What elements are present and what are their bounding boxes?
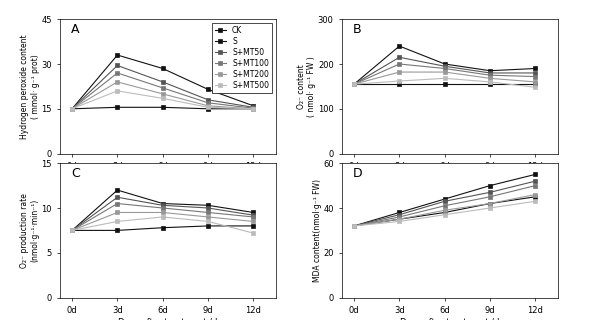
X-axis label: Days after treatment /d: Days after treatment /d xyxy=(400,318,500,320)
Y-axis label: Hydrogen peroxide content
( mmol· g⁻¹ prot): Hydrogen peroxide content ( mmol· g⁻¹ pr… xyxy=(20,34,40,139)
Text: B: B xyxy=(353,23,361,36)
Y-axis label: O₂⁻ production rate
(nmol·g⁻¹·min⁻¹): O₂⁻ production rate (nmol·g⁻¹·min⁻¹) xyxy=(20,193,40,268)
X-axis label: Days after treatment /d: Days after treatment /d xyxy=(400,174,500,183)
Text: C: C xyxy=(71,167,80,180)
Y-axis label: MDA content(nmol·g⁻¹ FW): MDA content(nmol·g⁻¹ FW) xyxy=(313,179,322,282)
Text: A: A xyxy=(71,23,79,36)
Y-axis label: O₂⁻ content
( nmol· g⁻¹ FW ): O₂⁻ content ( nmol· g⁻¹ FW ) xyxy=(297,56,316,117)
X-axis label: Days after treatment /d: Days after treatment /d xyxy=(118,174,218,183)
Text: D: D xyxy=(353,167,362,180)
Legend: CK, S, S+MT50, S+MT100, S+MT200, S+MT500: CK, S, S+MT50, S+MT100, S+MT200, S+MT500 xyxy=(212,23,272,93)
X-axis label: Days after treatment /d: Days after treatment /d xyxy=(118,318,218,320)
